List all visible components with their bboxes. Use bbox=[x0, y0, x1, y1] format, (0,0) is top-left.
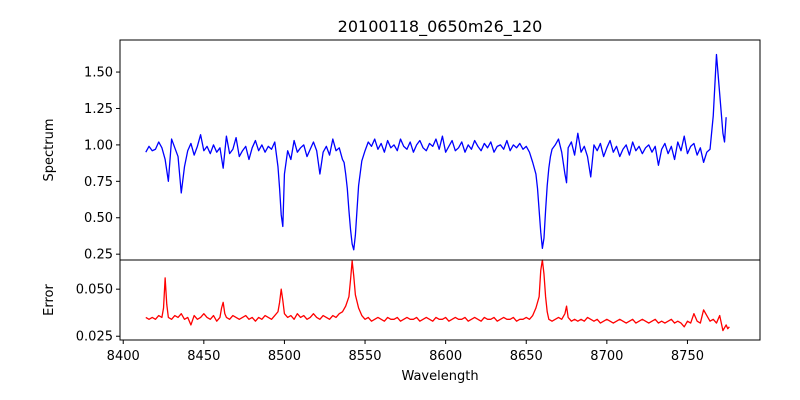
error-y-ticks: 0.025 0.050 bbox=[76, 283, 120, 345]
error-y-tick-label: 0.050 bbox=[76, 283, 113, 298]
x-tick-label: 8550 bbox=[348, 349, 381, 364]
error-plot-area bbox=[120, 260, 760, 340]
x-tick-label: 8500 bbox=[268, 349, 301, 364]
spectrum-y-tick-label: 1.00 bbox=[84, 138, 113, 153]
error-line bbox=[145, 259, 730, 332]
spectrum-y-label: Spectrum bbox=[42, 119, 57, 182]
error-panel: 0.025 0.050 Error bbox=[42, 259, 761, 345]
spectrum-y-tick-label: 1.50 bbox=[84, 66, 113, 81]
error-y-label: Error bbox=[42, 284, 57, 316]
spectrum-y-tick-label: 0.25 bbox=[84, 248, 113, 263]
x-tick-label: 8400 bbox=[107, 349, 140, 364]
chart-title: 20100118_0650m26_120 bbox=[338, 17, 543, 37]
x-axis-ticks: 8400 8450 8500 8550 8600 8650 8700 8750 bbox=[107, 340, 704, 364]
spectrum-panel: 0.25 0.50 0.75 1.00 1.25 1.50 Spectrum bbox=[42, 39, 761, 263]
error-frame bbox=[119, 259, 761, 341]
x-tick-label: 8750 bbox=[671, 349, 704, 364]
x-tick-label: 8700 bbox=[590, 349, 623, 364]
x-tick-label: 8650 bbox=[510, 349, 543, 364]
x-tick-label: 8600 bbox=[429, 349, 462, 364]
x-tick-label: 8450 bbox=[187, 349, 220, 364]
spectrum-line bbox=[145, 53, 727, 251]
x-axis-label: Wavelength bbox=[401, 369, 478, 384]
error-y-tick-label: 0.025 bbox=[76, 330, 113, 345]
spectrum-y-ticks: 0.25 0.50 0.75 1.00 1.25 1.50 bbox=[84, 66, 120, 263]
spectrum-y-tick-label: 0.50 bbox=[84, 211, 113, 226]
spectrum-y-tick-label: 1.25 bbox=[84, 102, 113, 117]
spectrum-y-tick-label: 0.75 bbox=[84, 175, 113, 190]
